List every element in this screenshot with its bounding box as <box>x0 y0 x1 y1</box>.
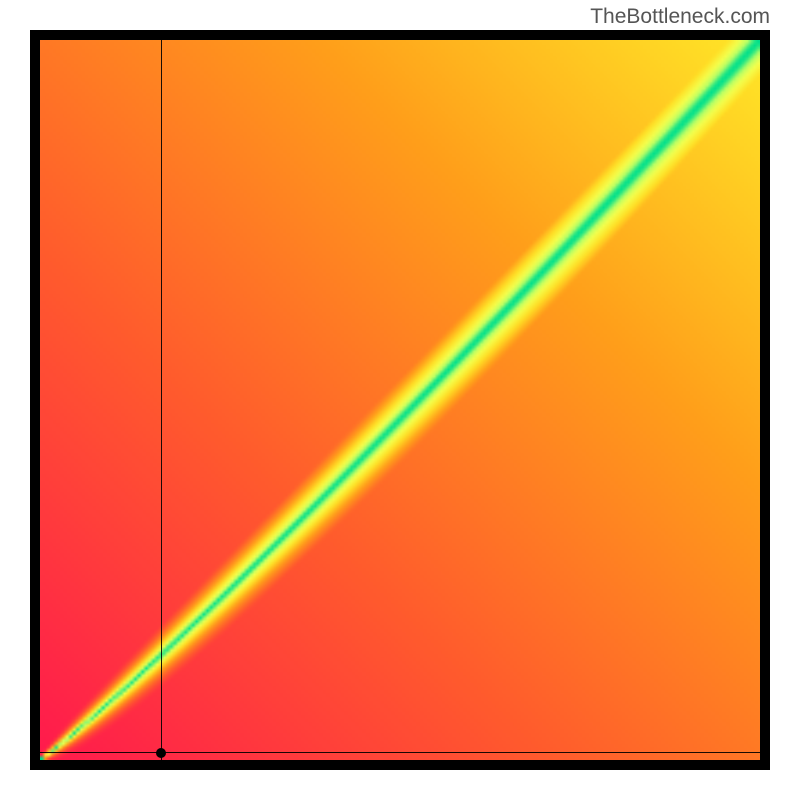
guide-vertical <box>161 40 162 760</box>
heatmap-area <box>40 40 760 760</box>
guide-horizontal <box>40 752 760 753</box>
attribution-text: TheBottleneck.com <box>590 5 770 29</box>
heatmap-canvas <box>40 40 760 760</box>
heatmap-frame <box>30 30 770 770</box>
intersection-marker <box>156 748 166 758</box>
